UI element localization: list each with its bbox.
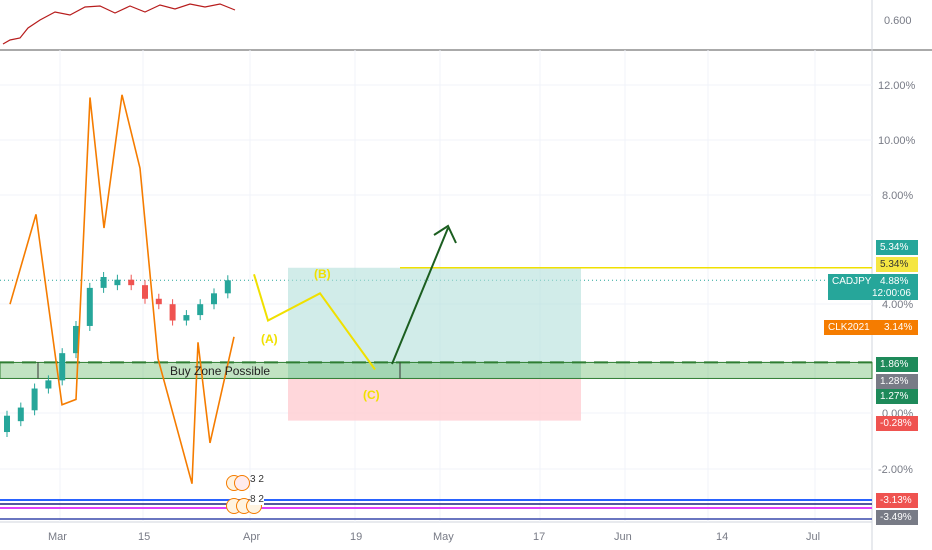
symbol-name: CADJPY	[832, 276, 872, 287]
drawing-zones	[0, 267, 873, 520]
y-axis-label: 10.00%	[878, 135, 916, 147]
indicator-line	[2, 3, 236, 45]
symbol-value: 4.88%	[880, 276, 909, 287]
wave-c-label[interactable]: (C)	[363, 388, 380, 402]
x-axis-label: 17	[533, 531, 546, 543]
candle-body	[45, 380, 52, 389]
x-axis-label: Mar	[48, 531, 67, 543]
candle-body	[31, 388, 38, 411]
x-axis-label: 15	[138, 531, 151, 543]
candle-body	[211, 293, 217, 305]
symbol-badge-compare[interactable]: CLK2021 3.14%	[824, 320, 918, 335]
green-arrow-shaft	[391, 227, 449, 365]
compare-series-line	[9, 94, 235, 484]
event-count-label: 8 2	[250, 494, 264, 505]
candle-body	[100, 277, 107, 288]
candle-body	[155, 298, 162, 305]
event-icon	[234, 475, 250, 491]
price-tag-target-teal: 5.34%	[876, 240, 918, 255]
y-axis-label: 12.00%	[878, 80, 916, 92]
event-marker-top[interactable]: 3 2	[226, 474, 270, 492]
symbol-badge-main[interactable]: CADJPY 4.88% 12:00:06	[828, 274, 918, 300]
price-tag-stop: -0.28%	[876, 416, 918, 431]
y-axis-label: -2.00%	[878, 464, 913, 476]
x-axis-label: 19	[350, 531, 363, 543]
price-tag-zone-top: 1.86%	[876, 357, 918, 372]
candle-body	[59, 353, 66, 381]
candle-body	[197, 304, 204, 316]
price-series	[4, 94, 235, 484]
target-zone	[288, 267, 581, 379]
candle-body	[114, 279, 121, 286]
price-tag-target-yellow: 5.34%	[876, 257, 918, 272]
stop-zone	[288, 378, 581, 421]
bar-countdown: 12:00:06	[872, 288, 911, 299]
candle-body	[73, 325, 79, 354]
compare-symbol-value: 3.14%	[884, 322, 913, 333]
price-tag-zone-mid: 1.28%	[876, 374, 918, 389]
indicator-axis-label: 0.600	[884, 15, 912, 27]
candle-body	[128, 279, 135, 286]
event-count-label: 3 2	[250, 474, 264, 485]
candle-body	[224, 280, 231, 294]
y-axis-label: 8.00%	[882, 190, 914, 202]
projection-path	[253, 273, 376, 371]
indicator-pane	[2, 3, 236, 45]
green-arrow-head	[433, 224, 457, 244]
candle-body	[86, 287, 93, 326]
price-tag-zone-bottom: 1.27%	[876, 389, 918, 404]
candle-body	[17, 407, 24, 422]
candle-body	[183, 315, 190, 321]
candle-body	[4, 415, 10, 433]
x-axis-label: May	[433, 531, 454, 543]
candle-body	[142, 285, 148, 299]
x-axis-label: Jun	[614, 531, 632, 543]
x-axis-label: Jul	[806, 531, 821, 543]
buy-zone-label[interactable]: Buy Zone Possible	[170, 364, 271, 378]
x-axis-label: 14	[716, 531, 729, 543]
y-axis-label: 4.00%	[882, 299, 914, 311]
wave-a-label[interactable]: (A)	[261, 332, 278, 346]
event-marker-bottom[interactable]: 8 2	[226, 494, 274, 520]
price-tag-lower-red: -3.13%	[876, 493, 918, 508]
candle-body	[169, 304, 176, 321]
wave-b-label[interactable]: (B)	[314, 267, 331, 281]
compare-symbol-name: CLK2021	[828, 322, 870, 333]
price-tag-lower-grey: -3.49%	[876, 510, 918, 525]
drawing-tools	[253, 224, 457, 371]
buy-zone-rect	[0, 361, 873, 379]
x-axis-label: Apr	[243, 531, 261, 543]
